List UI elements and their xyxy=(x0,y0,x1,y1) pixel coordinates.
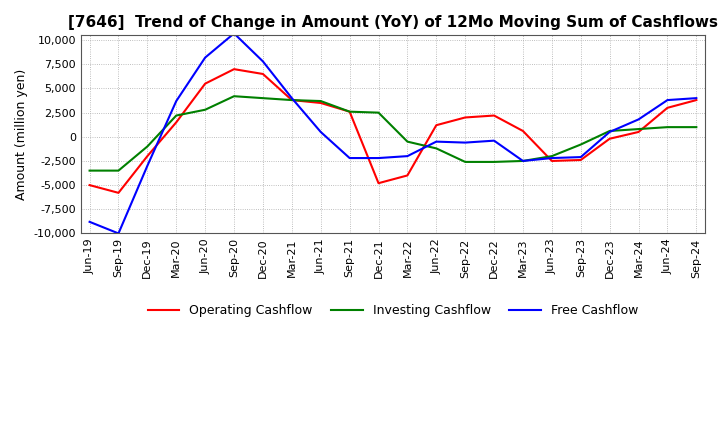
Line: Investing Cashflow: Investing Cashflow xyxy=(89,96,696,171)
Operating Cashflow xyxy=(258,71,267,77)
Investing Cashflow xyxy=(316,99,325,104)
Investing Cashflow xyxy=(461,159,469,165)
Investing Cashflow xyxy=(172,113,181,118)
Investing Cashflow xyxy=(490,159,498,165)
Investing Cashflow xyxy=(606,128,614,134)
Operating Cashflow xyxy=(201,81,210,86)
Operating Cashflow xyxy=(85,183,94,188)
Operating Cashflow xyxy=(518,128,527,134)
Free Cashflow xyxy=(606,129,614,135)
Legend: Operating Cashflow, Investing Cashflow, Free Cashflow: Operating Cashflow, Investing Cashflow, … xyxy=(143,299,643,322)
Investing Cashflow xyxy=(547,154,556,159)
Free Cashflow xyxy=(518,158,527,164)
Investing Cashflow xyxy=(201,107,210,112)
Operating Cashflow xyxy=(490,113,498,118)
Investing Cashflow xyxy=(518,158,527,164)
Investing Cashflow xyxy=(143,144,152,149)
Free Cashflow xyxy=(634,117,643,122)
Investing Cashflow xyxy=(114,168,123,173)
Free Cashflow xyxy=(490,138,498,143)
Free Cashflow xyxy=(577,154,585,160)
Operating Cashflow xyxy=(172,120,181,125)
Operating Cashflow xyxy=(547,158,556,164)
Investing Cashflow xyxy=(287,97,296,103)
Free Cashflow xyxy=(663,97,672,103)
Operating Cashflow xyxy=(230,66,238,72)
Operating Cashflow xyxy=(692,97,701,103)
Operating Cashflow xyxy=(374,180,383,186)
Operating Cashflow xyxy=(634,129,643,135)
Free Cashflow xyxy=(461,140,469,145)
Free Cashflow xyxy=(258,59,267,64)
Operating Cashflow xyxy=(287,97,296,103)
Investing Cashflow xyxy=(663,125,672,130)
Free Cashflow xyxy=(316,129,325,135)
Operating Cashflow xyxy=(143,154,152,159)
Operating Cashflow xyxy=(461,115,469,120)
Operating Cashflow xyxy=(114,190,123,195)
Line: Free Cashflow: Free Cashflow xyxy=(89,33,696,234)
Line: Operating Cashflow: Operating Cashflow xyxy=(89,69,696,193)
Operating Cashflow xyxy=(432,123,441,128)
Investing Cashflow xyxy=(634,126,643,132)
Operating Cashflow xyxy=(606,136,614,141)
Operating Cashflow xyxy=(663,105,672,110)
Free Cashflow xyxy=(547,155,556,161)
Investing Cashflow xyxy=(258,95,267,101)
Free Cashflow xyxy=(230,31,238,36)
Free Cashflow xyxy=(346,155,354,161)
Investing Cashflow xyxy=(692,125,701,130)
Free Cashflow xyxy=(403,154,412,159)
Free Cashflow xyxy=(143,163,152,169)
Title: [7646]  Trend of Change in Amount (YoY) of 12Mo Moving Sum of Cashflows: [7646] Trend of Change in Amount (YoY) o… xyxy=(68,15,718,30)
Y-axis label: Amount (million yen): Amount (million yen) xyxy=(15,69,28,200)
Free Cashflow xyxy=(432,139,441,144)
Operating Cashflow xyxy=(403,173,412,178)
Investing Cashflow xyxy=(432,146,441,151)
Operating Cashflow xyxy=(346,109,354,114)
Free Cashflow xyxy=(114,231,123,236)
Investing Cashflow xyxy=(230,94,238,99)
Operating Cashflow xyxy=(316,100,325,106)
Investing Cashflow xyxy=(85,168,94,173)
Investing Cashflow xyxy=(403,139,412,144)
Free Cashflow xyxy=(201,55,210,60)
Investing Cashflow xyxy=(346,109,354,114)
Investing Cashflow xyxy=(374,110,383,115)
Operating Cashflow xyxy=(577,158,585,163)
Free Cashflow xyxy=(287,95,296,101)
Free Cashflow xyxy=(172,99,181,104)
Free Cashflow xyxy=(692,95,701,101)
Free Cashflow xyxy=(374,155,383,161)
Investing Cashflow xyxy=(577,142,585,147)
Free Cashflow xyxy=(85,219,94,224)
